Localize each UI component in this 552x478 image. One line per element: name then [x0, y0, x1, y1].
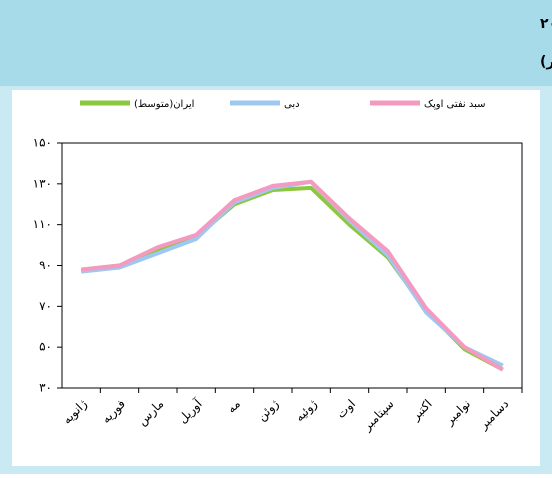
y-tick-label: ۱۳۰ — [33, 176, 52, 190]
header — [0, 0, 552, 86]
plot-panel — [12, 90, 540, 466]
legend-label: ایران(متوسط) — [134, 99, 194, 110]
y-tick-label: ۱۱۰ — [33, 217, 52, 231]
y-tick-label: ۳۰ — [39, 381, 52, 395]
y-tick-label: ۷۰ — [39, 299, 52, 313]
y-tick-label: ۱۵۰ — [33, 136, 52, 150]
series-line — [80, 179, 504, 372]
chart-title: متوسط قیمت‌های تک‌محموله‌ای برخی از انوا… — [540, 16, 552, 32]
y-tick-label: ۹۰ — [39, 258, 52, 272]
chart-subtitle: (بشکه - دلار) — [540, 54, 552, 70]
legend-label: دبی — [284, 99, 300, 110]
legend-label: سبد نفتی اوپک — [424, 99, 486, 110]
y-tick-label: ۵۰ — [39, 340, 52, 354]
